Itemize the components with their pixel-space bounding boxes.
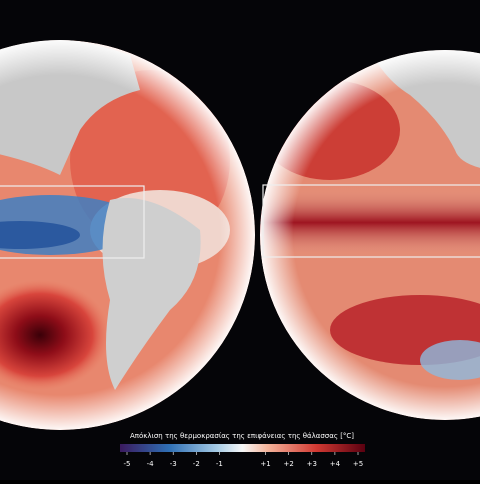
colorbar-tick-label: -1: [216, 460, 223, 468]
colorbar-tick-label: -3: [170, 460, 177, 468]
left-globe: [0, 40, 255, 430]
region-box: [0, 185, 145, 259]
colorbar-ticks: -5 -4 -3 -2 -1 +1 +2 +3 +4 +5: [124, 452, 363, 468]
colorbar: [120, 444, 365, 452]
colorbar-tick-label: +2: [284, 460, 294, 468]
right-globe: [260, 50, 480, 420]
colorbar-tick-label: -2: [193, 460, 200, 468]
colorbar-tick-label: +3: [307, 460, 317, 468]
colorbar-label: Απόκλιση της θερμοκρασίας της επιφάνειας…: [130, 432, 354, 440]
region-box: [262, 184, 480, 258]
colorbar-tick-label: -5: [124, 460, 131, 468]
colorbar-tick-label: +1: [260, 460, 270, 468]
colorbar-tick-label: -4: [147, 460, 155, 468]
colorbar-tick-label: +5: [353, 460, 363, 468]
colorbar-tick-label: +4: [330, 460, 341, 468]
